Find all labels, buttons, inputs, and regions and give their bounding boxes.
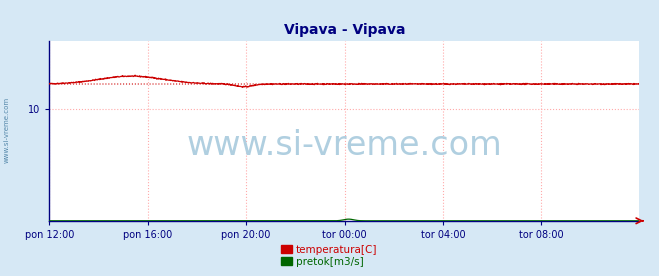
Title: Vipava - Vipava: Vipava - Vipava	[283, 23, 405, 38]
Text: www.si-vreme.com: www.si-vreme.com	[3, 97, 10, 163]
Legend: temperatura[C], pretok[m3/s]: temperatura[C], pretok[m3/s]	[277, 240, 382, 271]
Text: www.si-vreme.com: www.si-vreme.com	[186, 129, 502, 162]
